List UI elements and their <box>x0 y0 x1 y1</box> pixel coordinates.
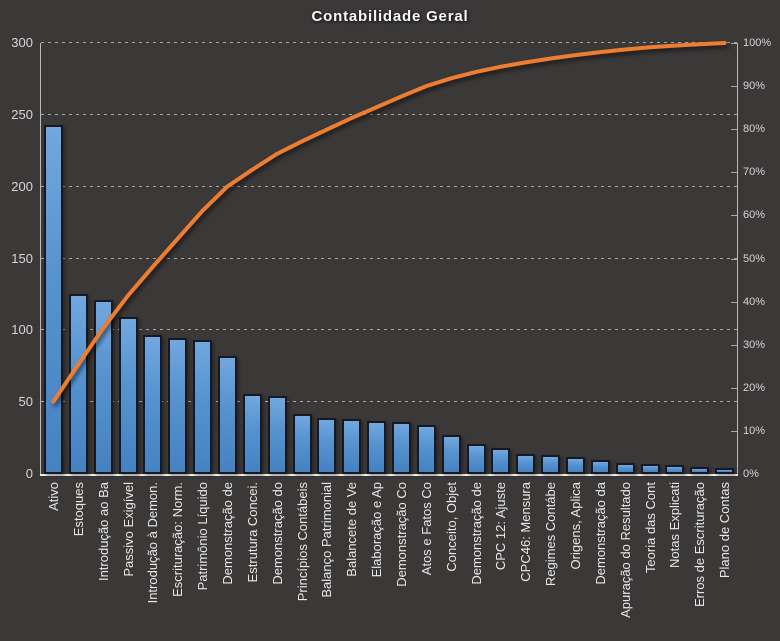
y-axis-label-right: 90% <box>743 80 766 93</box>
x-axis-label: Ativo <box>45 482 61 511</box>
right-axis-tick <box>731 388 737 389</box>
bar <box>590 459 610 474</box>
y-axis-label-left: 150 <box>11 250 33 266</box>
y-axis-label-right: 20% <box>743 381 766 394</box>
x-axis-label: Origens, Aplica <box>567 482 583 570</box>
gridline <box>41 257 737 259</box>
bar <box>466 443 486 474</box>
x-axis-label: Patrimônio Líquido <box>195 482 211 591</box>
y-axis-line-left <box>40 43 41 474</box>
x-axis-label: Teoria das Cont <box>642 482 658 574</box>
bar <box>143 334 163 474</box>
right-axis-tick <box>731 86 737 87</box>
bar <box>68 294 88 474</box>
bar <box>168 337 188 474</box>
x-axis-label: Passivo Exigível <box>120 482 136 577</box>
bar <box>317 417 337 474</box>
bar <box>93 300 113 474</box>
right-axis-tick <box>731 259 737 260</box>
x-axis-label: Apuração do Resultado <box>617 482 633 618</box>
gridline <box>41 185 737 187</box>
y-axis-label-right: 50% <box>743 252 766 265</box>
x-axis-label: Erros de Escrituração <box>692 482 708 607</box>
gridline <box>41 329 737 331</box>
x-axis-label: Estrutura Concei. <box>244 482 260 583</box>
bar <box>342 419 362 474</box>
x-axis-label: Atos e Fatos Co <box>418 482 434 576</box>
bar <box>690 466 710 474</box>
x-axis-label: Estoques <box>70 482 86 537</box>
right-axis-tick <box>731 345 737 346</box>
y-axis-label-right: 70% <box>743 166 766 179</box>
x-axis-label: Balancete de Ve <box>344 482 360 577</box>
bar <box>665 465 685 474</box>
x-axis-line <box>40 474 738 476</box>
y-axis-label-right: 100% <box>743 37 772 49</box>
bar <box>217 356 237 474</box>
x-axis-label: Demonstração Co <box>393 482 409 587</box>
right-axis-tick <box>731 129 737 130</box>
bar <box>267 396 287 474</box>
chart-title: Contabilidade Geral <box>311 8 469 25</box>
right-axis-tick <box>731 215 737 216</box>
x-axis-label: Regimes Contábe <box>543 482 559 587</box>
bar <box>615 462 635 474</box>
y-axis-label-left: 200 <box>11 178 33 194</box>
x-axis-label: Introdução à Demon. <box>145 482 161 604</box>
bar <box>565 456 585 474</box>
x-axis-label: Escrituração: Norm. <box>170 482 186 597</box>
y-axis-label-right: 60% <box>743 209 766 222</box>
x-axis-label: Demonstração da <box>592 482 608 585</box>
bar <box>43 124 63 474</box>
y-axis-label-left: 100 <box>11 322 33 338</box>
bar <box>491 448 511 474</box>
right-axis-tick <box>731 172 737 173</box>
y-axis-label-left: 250 <box>11 106 33 122</box>
right-axis-tick <box>731 431 737 432</box>
x-axis-label: Princípios Contábeis <box>294 482 310 602</box>
x-axis-label: Demonstração de <box>219 482 235 585</box>
gridline <box>41 42 737 43</box>
bar <box>416 425 436 474</box>
x-axis-label: Demonstração do <box>269 482 285 585</box>
y-axis-label-right: 10% <box>743 424 766 437</box>
y-axis-label-right: 0% <box>743 468 759 480</box>
bar <box>715 468 735 474</box>
x-axis-label: Plano de Contas <box>717 482 733 579</box>
y-axis-label-left: 300 <box>11 35 33 50</box>
x-axis-label: Demonstração de <box>468 482 484 585</box>
bar <box>516 453 536 474</box>
bar <box>541 455 561 474</box>
gridline <box>41 113 737 115</box>
bar <box>441 435 461 474</box>
y-axis-label-right: 40% <box>743 295 766 308</box>
x-axis-label: Introdução ao Ba <box>95 482 111 582</box>
bar <box>118 317 138 474</box>
x-axis-label: Elaboração e Ap <box>369 482 385 578</box>
y-axis-label-right: 80% <box>743 123 766 136</box>
bar <box>391 422 411 474</box>
x-axis-label: Notas Explicati <box>667 482 683 568</box>
x-axis-label: CPC46: Mensura <box>518 482 534 582</box>
x-axis-label: Balanço Patrimonial <box>319 482 335 598</box>
bar <box>367 420 387 474</box>
bar <box>640 463 660 474</box>
bar <box>193 340 213 474</box>
y-axis-label-left: 0 <box>25 466 33 481</box>
bar <box>292 413 312 474</box>
right-axis-tick <box>731 302 737 303</box>
y-axis-label-left: 50 <box>18 394 33 410</box>
y-axis-line-right <box>737 43 738 474</box>
x-axis-label: Conceito, Objet <box>443 482 459 572</box>
y-axis-label-right: 30% <box>743 338 766 351</box>
right-axis-tick <box>731 43 737 44</box>
bar <box>242 393 262 474</box>
x-axis-label: CPC 12: Ajuste <box>493 482 509 571</box>
